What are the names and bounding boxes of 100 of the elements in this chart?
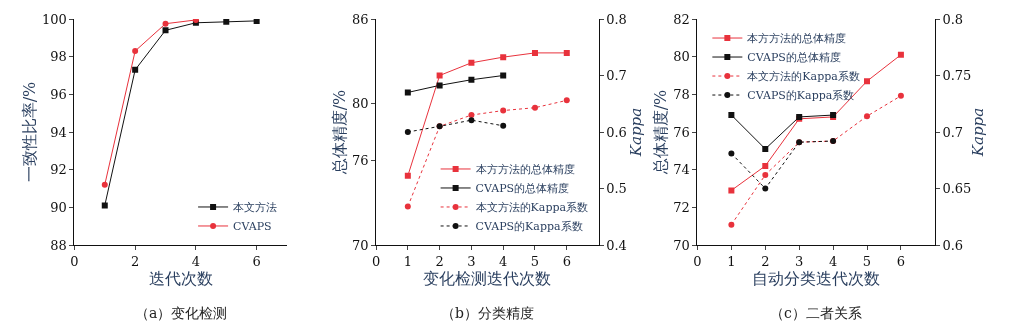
y-tick-label: 78 [673, 86, 690, 102]
point [762, 171, 769, 178]
x-tick-label: 1 [403, 253, 412, 269]
y-tick-label: 90 [50, 199, 67, 215]
point [762, 145, 769, 152]
point [223, 19, 230, 25]
y-tick-label: 74 [673, 162, 690, 178]
point [253, 19, 260, 24]
point [101, 202, 108, 209]
point [728, 150, 735, 157]
x-tick-label: 6 [252, 253, 261, 269]
point [468, 76, 475, 83]
point [728, 187, 735, 194]
legend-label: CVAPS [233, 220, 272, 234]
x-axis-title: 变化检测迭代次数 [423, 268, 552, 288]
x-tick-label: 1 [727, 253, 736, 269]
point [728, 221, 735, 228]
y-tick-label: 72 [673, 199, 690, 215]
x-tick-label: 0 [693, 253, 702, 269]
point [500, 54, 507, 61]
point [500, 72, 507, 79]
y-tick-label: 76 [351, 152, 369, 168]
point [468, 112, 475, 119]
y-tick-label: 80 [351, 96, 369, 112]
x-tick-label: 4 [828, 253, 838, 269]
point [897, 51, 904, 58]
y2-tick-label: 0.4 [606, 237, 627, 253]
x-tick-label: 5 [862, 253, 872, 269]
point [468, 117, 475, 124]
legend-label: 本文方法的Kappa系数 [747, 70, 860, 84]
legend-label: 本方方法的总体精度 [747, 32, 847, 46]
y-tick-label: 82 [673, 11, 690, 27]
x-tick-label: 5 [530, 253, 540, 269]
y2-tick-label: 0.7 [606, 68, 627, 84]
y-axis-title: 总体精度/% [329, 89, 349, 176]
legend-label: 本方方法的总体精度 [475, 163, 575, 177]
point [728, 112, 735, 119]
legend-label: CVAPS的总体精度 [747, 51, 841, 65]
y2-tick-label: 0.75 [942, 68, 972, 84]
x-tick-label: 6 [896, 253, 906, 269]
x-tick-label: 3 [795, 253, 804, 269]
legend-label: CVAPS的Kappa系数 [747, 89, 855, 103]
y-tick-label: 88 [50, 237, 67, 253]
point [762, 162, 769, 169]
point [864, 113, 871, 120]
y2-axis-title: Kappa [969, 107, 988, 158]
y-axis-title: 总体精度/% [651, 89, 671, 176]
text: （c）二者关系 [770, 305, 862, 321]
text: （b）分类精度 [441, 305, 534, 321]
y-tick-label: 96 [50, 86, 67, 102]
point [864, 78, 871, 85]
x-tick-label: 2 [761, 253, 770, 269]
point [500, 122, 507, 129]
x-tick-label: 2 [435, 253, 444, 269]
legend-label: 本文方法 [233, 201, 278, 215]
text: （a）变化检测 [135, 305, 228, 321]
y-tick-label: 70 [673, 237, 690, 253]
point [404, 172, 411, 179]
point [436, 72, 443, 79]
x-axis-title: 迭代次数 [148, 268, 213, 288]
y2-tick-label: 0.7 [942, 124, 964, 140]
point [436, 82, 443, 89]
point [531, 49, 538, 56]
x-tick-label: 4 [191, 253, 201, 269]
legend-label: CVAPS的总体精度 [475, 182, 570, 196]
y-tick-label: 86 [351, 11, 369, 27]
y-tick-label: 80 [673, 49, 690, 65]
legend-label: CVAPS的Kappa系数 [475, 220, 583, 234]
x-tick-label: 6 [562, 253, 571, 269]
x-tick-label: 0 [70, 253, 79, 269]
legend-label: 本文方法的Kappa系数 [475, 201, 589, 215]
point [563, 49, 570, 56]
y2-tick-label: 0.65 [942, 181, 972, 197]
point [404, 89, 411, 96]
point [132, 66, 139, 73]
y2-tick-label: 0.8 [942, 11, 964, 27]
point [132, 48, 139, 55]
x-tick-label: 0 [371, 253, 381, 269]
point [531, 104, 538, 111]
y2-axis-title: Kappa [626, 107, 645, 158]
x-tick-label: 3 [467, 253, 476, 269]
point [468, 59, 475, 66]
x-tick-label: 2 [131, 253, 140, 269]
y2-tick-label: 0.5 [606, 181, 627, 197]
x-axis-title: 自动分类迭代次数 [752, 268, 881, 288]
y-tick-label: 100 [41, 11, 67, 27]
point [404, 203, 411, 210]
y-tick-label: 70 [351, 237, 369, 253]
point [162, 27, 169, 34]
y2-tick-label: 0.8 [606, 11, 627, 27]
point [162, 20, 169, 27]
y2-tick-label: 0.6 [606, 124, 627, 140]
point [762, 185, 769, 192]
point [101, 181, 108, 188]
y-tick-label: 94 [50, 124, 67, 140]
x-tick-label: 4 [499, 253, 508, 269]
point [563, 97, 570, 104]
point [404, 129, 411, 135]
y-axis-title: 一致性比率/% [19, 81, 39, 183]
y2-tick-label: 0.6 [942, 237, 964, 253]
